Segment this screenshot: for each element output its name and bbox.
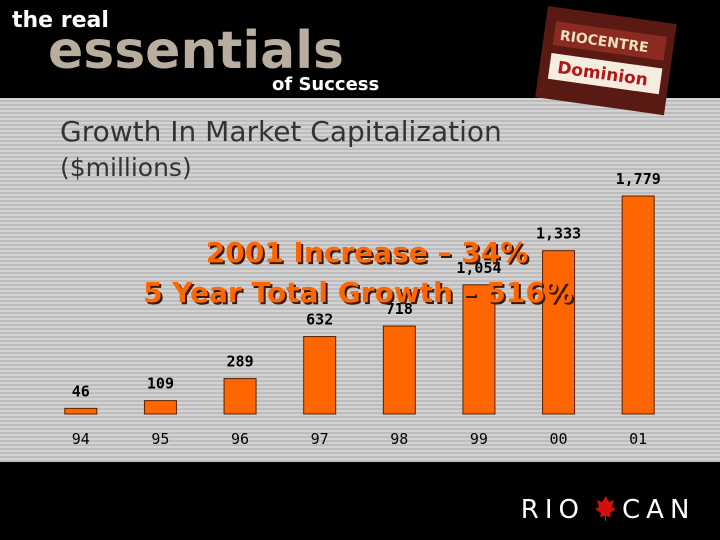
x-tick-label: 96 <box>231 430 249 448</box>
plot: 46 94 109 95 289 96 632 97 718 98 1,054 99 1,333 00 1,… <box>64 170 661 448</box>
sign-panel <box>547 52 663 95</box>
x-tick-label: 97 <box>311 430 329 448</box>
value-label: 1,333 <box>536 225 581 243</box>
sign: RIOCENTRE Dominion <box>535 6 677 116</box>
x-tick-label: 00 <box>550 430 568 448</box>
value-label: 1,054 <box>456 259 501 277</box>
bar <box>223 378 257 415</box>
header-line1: the real <box>12 8 109 33</box>
footer-band <box>0 462 720 540</box>
x-tick-label: 99 <box>470 430 488 448</box>
header-line3: of Success <box>272 74 379 95</box>
annotation: 5 Year Total Growth – 516% <box>143 276 573 309</box>
annotation-shadow: 2001 Increase – 34% <box>208 238 531 271</box>
value-label: 289 <box>227 353 254 371</box>
x-tick-label: 95 <box>151 430 169 448</box>
logo-leaf <box>595 496 616 521</box>
x-tick-label: 98 <box>390 430 408 448</box>
sign-panel <box>552 21 667 61</box>
chart-subtitle: ($millions) <box>60 153 192 182</box>
bar <box>382 325 416 415</box>
header-line2: essentials <box>48 21 344 81</box>
bar <box>64 407 98 415</box>
value-label: 109 <box>147 375 174 393</box>
value-label: 632 <box>306 311 333 329</box>
chart-title: Growth In Market Capitalization <box>60 115 502 148</box>
x-tick-label: 01 <box>629 430 647 448</box>
x-tick-label: 94 <box>72 430 90 448</box>
bar <box>143 400 177 415</box>
value-label: 46 <box>72 382 90 400</box>
bar <box>303 336 337 415</box>
chart-background <box>0 98 720 462</box>
annotation-shadow: 5 Year Total Growth – 516% <box>145 278 575 311</box>
logo-right: CAN <box>622 495 695 525</box>
logo-left: RIO <box>521 495 585 525</box>
bar <box>542 250 576 415</box>
bar <box>462 284 496 415</box>
annotation: 2001 Increase – 34% <box>206 236 529 269</box>
bar <box>621 195 655 415</box>
value-label: 1,779 <box>616 170 661 188</box>
value-label: 718 <box>386 300 413 318</box>
